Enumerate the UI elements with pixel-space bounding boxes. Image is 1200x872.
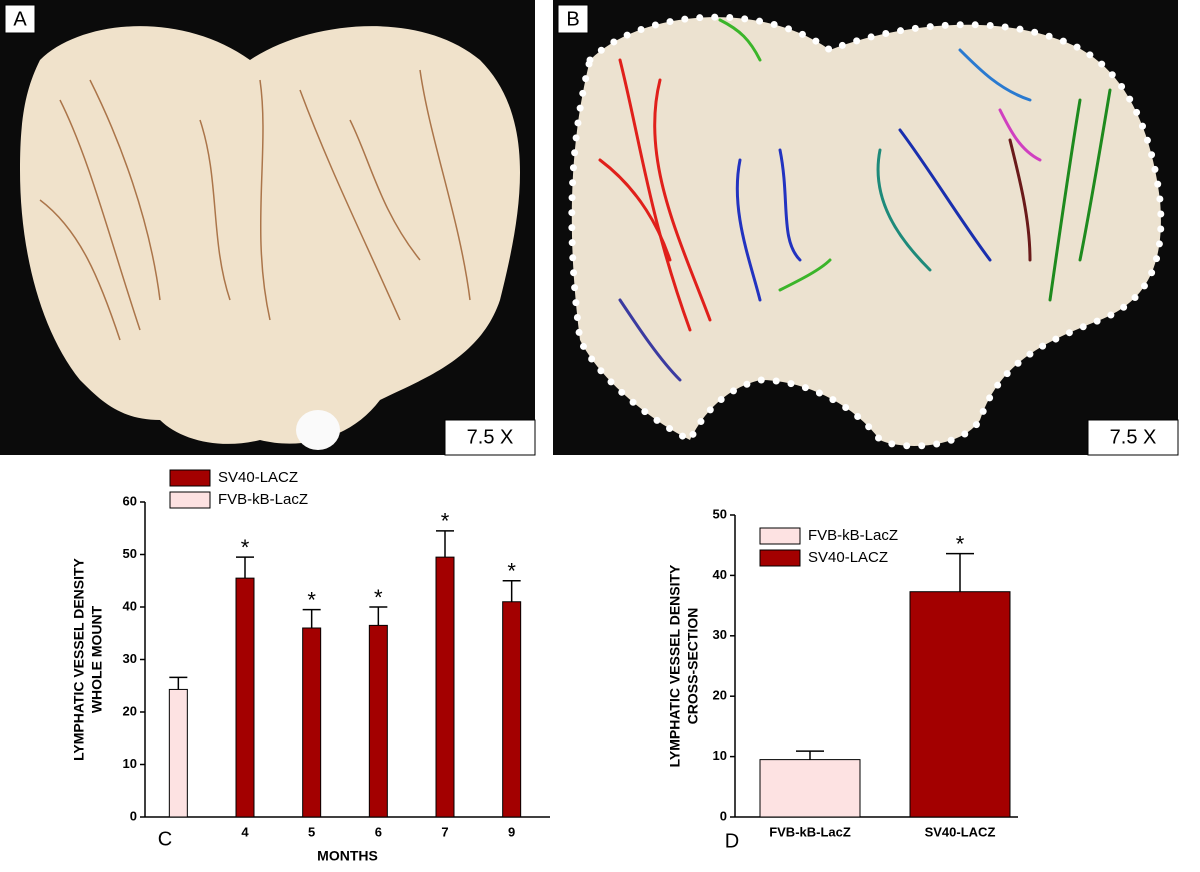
significance-mark: *: [507, 559, 516, 584]
panel-label: D: [725, 830, 739, 852]
y-tick-label: 30: [713, 627, 727, 642]
bar: [168, 688, 188, 818]
y-tick-label: 40: [713, 567, 727, 582]
y-tick-label: 20: [713, 688, 727, 703]
x-tick-label: 5: [308, 824, 315, 839]
error-bar: [236, 556, 254, 579]
legend-label: FVB-kB-LacZ: [808, 527, 898, 544]
y-axis-label: LYMPHATIC VESSEL DENSITY: [667, 564, 683, 767]
significance-mark: *: [956, 531, 965, 556]
photo-b: B 7.5 X: [553, 0, 1179, 456]
x-tick-label: 9: [508, 824, 515, 839]
x-tick-label: 7: [441, 824, 448, 839]
y-tick-label: 10: [123, 756, 137, 771]
legend-swatch: [169, 469, 211, 487]
panel-label: B: [566, 8, 579, 30]
error-bar: [302, 608, 321, 628]
error-bar: [502, 580, 521, 602]
legend-swatch: [759, 527, 801, 545]
x-tick-label: 6: [375, 824, 382, 839]
significance-mark: *: [241, 535, 250, 560]
y-tick-label: 10: [713, 748, 727, 763]
photo-a: A 7.5 X: [0, 0, 536, 456]
bar: [502, 601, 522, 818]
y-tick-label: 30: [123, 651, 137, 666]
y-tick-label: 40: [123, 598, 137, 613]
significance-mark: *: [307, 587, 316, 612]
x-tick-label: SV40-LACZ: [925, 824, 996, 839]
significance-mark: *: [441, 509, 450, 534]
error-bar: [946, 552, 974, 592]
bar: [435, 556, 455, 818]
error-bar: [436, 530, 454, 558]
legend-label: SV40-LACZ: [218, 469, 298, 486]
panel-label: A: [13, 8, 27, 30]
y-tick-label: 0: [720, 808, 727, 823]
y-axis-label: WHOLE MOUNT: [89, 605, 105, 713]
panel-label: C: [158, 828, 172, 850]
bar: [368, 624, 388, 818]
bar: [909, 591, 1011, 818]
error-bar: [796, 750, 824, 760]
legend-swatch: [169, 491, 211, 509]
significance-mark: *: [374, 585, 383, 610]
y-axis-label: CROSS-SECTION: [685, 608, 701, 725]
y-tick-label: 60: [123, 493, 137, 508]
legend-label: FVB-kB-LacZ: [218, 491, 308, 508]
bar: [235, 577, 255, 818]
y-tick-label: 0: [130, 808, 137, 823]
scale-label: 7.5 X: [1110, 426, 1157, 448]
x-tick-label: FVB-kB-LacZ: [769, 824, 851, 839]
x-axis-label: MONTHS: [317, 848, 378, 864]
legend-label: SV40-LACZ: [808, 549, 888, 566]
y-tick-label: 50: [123, 546, 137, 561]
y-tick-label: 20: [123, 703, 137, 718]
bar: [302, 627, 322, 818]
error-bar: [369, 606, 388, 626]
x-tick-label: 4: [241, 824, 249, 839]
error-bar: [169, 676, 188, 690]
legend-swatch: [759, 549, 801, 567]
y-axis-label: LYMPHATIC VESSEL DENSITY: [71, 557, 87, 760]
y-tick-label: 50: [713, 506, 727, 521]
bar: [759, 759, 861, 818]
scale-label: 7.5 X: [467, 426, 514, 448]
